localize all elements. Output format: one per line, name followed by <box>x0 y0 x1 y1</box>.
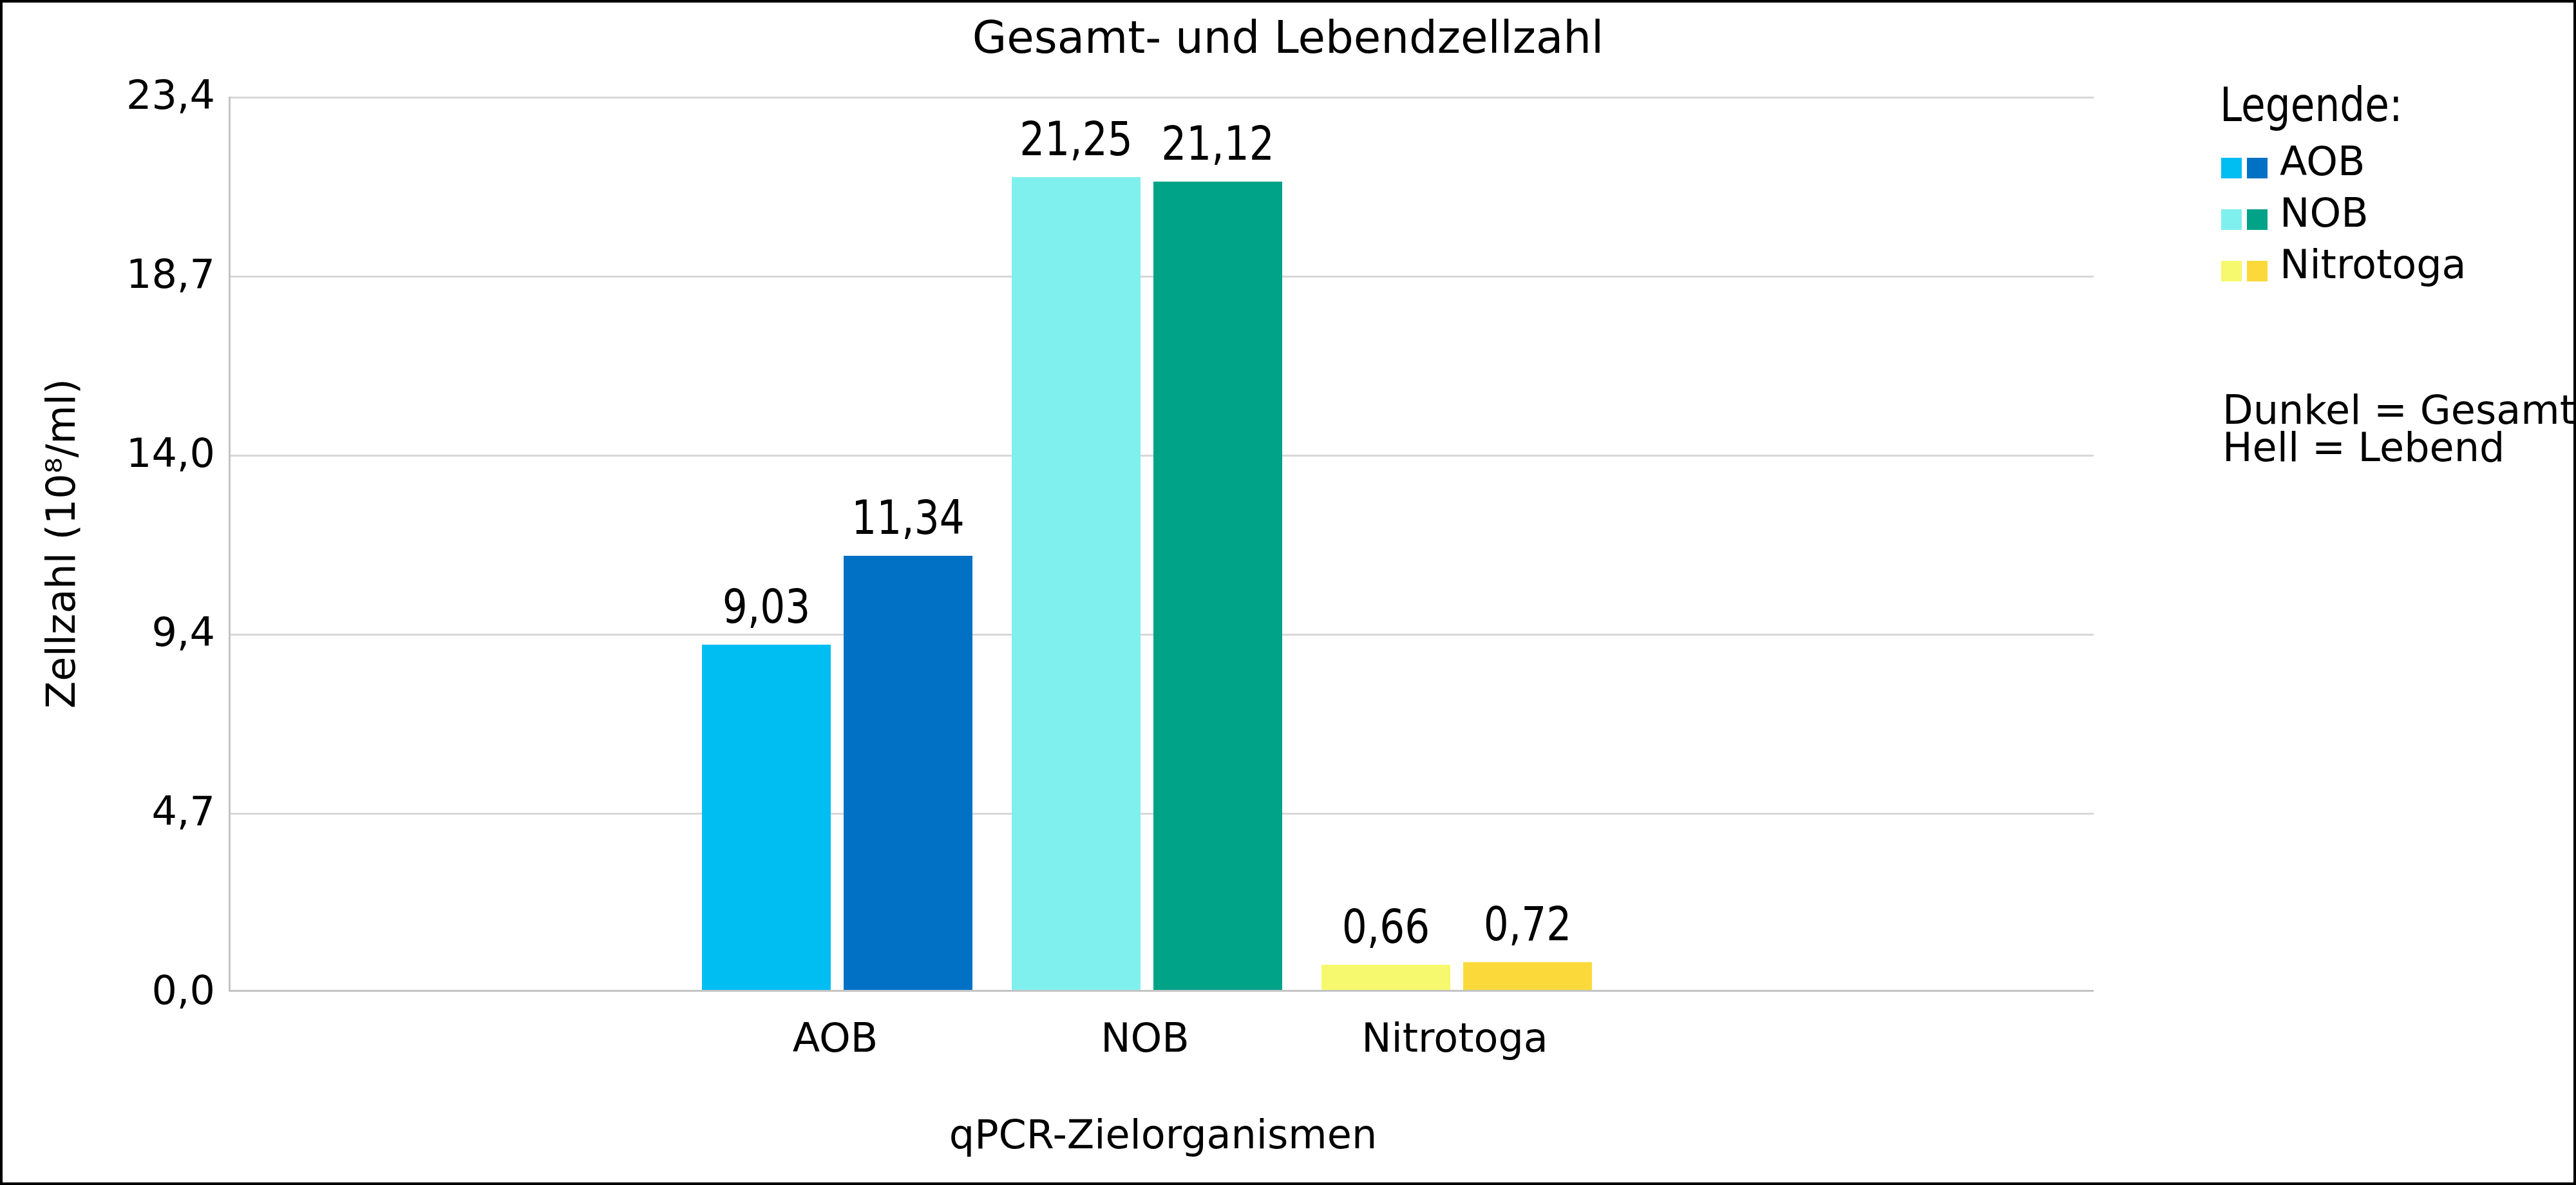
legend-note-line: Hell = Lebend <box>2222 429 2575 466</box>
y-tick-label: 4,7 <box>3 788 215 835</box>
y-tick-label: 23,4 <box>3 72 215 118</box>
bar-nitrotoga-dunkel <box>1463 962 1592 990</box>
bar-value-label: 21,12 <box>1110 120 1326 167</box>
legend-title: Legende: <box>2220 81 2403 128</box>
x-axis-tick-labels: AOBNOBNitrotoga <box>3 1015 2576 1066</box>
legend-item-aob: AOB <box>2221 138 2575 190</box>
y-tick-label: 0,0 <box>3 967 215 1014</box>
legend-item-label: Nitrotoga <box>2280 242 2467 288</box>
bar-nob-hell <box>1012 177 1141 990</box>
legend-swatch-dunkel <box>2247 158 2268 178</box>
legend-swatch-hell <box>2221 261 2242 281</box>
y-tick-label: 18,7 <box>3 251 215 298</box>
legend-swatch-hell <box>2221 158 2242 178</box>
y-axis-tick-labels: 0,04,79,414,018,723,4 <box>3 97 215 992</box>
gridline <box>231 97 2094 99</box>
legend-note: Dunkel = Gesamt Hell = Lebend <box>2222 392 2575 466</box>
chart-title: Gesamt- und Lebendzellzahl <box>3 12 2573 63</box>
bar-value-label: 9,03 <box>658 583 875 630</box>
bar-nob-dunkel <box>1153 182 1282 990</box>
legend-swatch-hell <box>2221 209 2242 230</box>
legend-swatch-dunkel <box>2247 261 2268 281</box>
y-tick-label: 9,4 <box>3 609 215 656</box>
x-axis-title: qPCR-Zielorganismen <box>841 1112 1485 1158</box>
bar-value-label: 11,34 <box>800 494 1016 541</box>
bar-nitrotoga-hell <box>1321 965 1450 990</box>
legend-item-nitrotoga: Nitrotoga <box>2221 242 2575 293</box>
legend-item-label: NOB <box>2280 190 2369 236</box>
bar-aob-dunkel <box>844 556 972 990</box>
x-tick-label: Nitrotoga <box>1262 1015 1648 1061</box>
y-tick-label: 14,0 <box>3 430 215 477</box>
bar-value-label: 0,72 <box>1419 900 1636 947</box>
plot-area: 9,0311,3421,2521,120,660,72 <box>229 97 2094 992</box>
legend-swatch-dunkel <box>2247 209 2268 230</box>
legend-item-nob: NOB <box>2221 190 2575 242</box>
legend-item-label: AOB <box>2280 138 2365 185</box>
chart: Gesamt- und Lebendzellzahl Zellzahl (10⁸… <box>0 0 2576 1185</box>
bar-aob-hell <box>702 645 831 990</box>
